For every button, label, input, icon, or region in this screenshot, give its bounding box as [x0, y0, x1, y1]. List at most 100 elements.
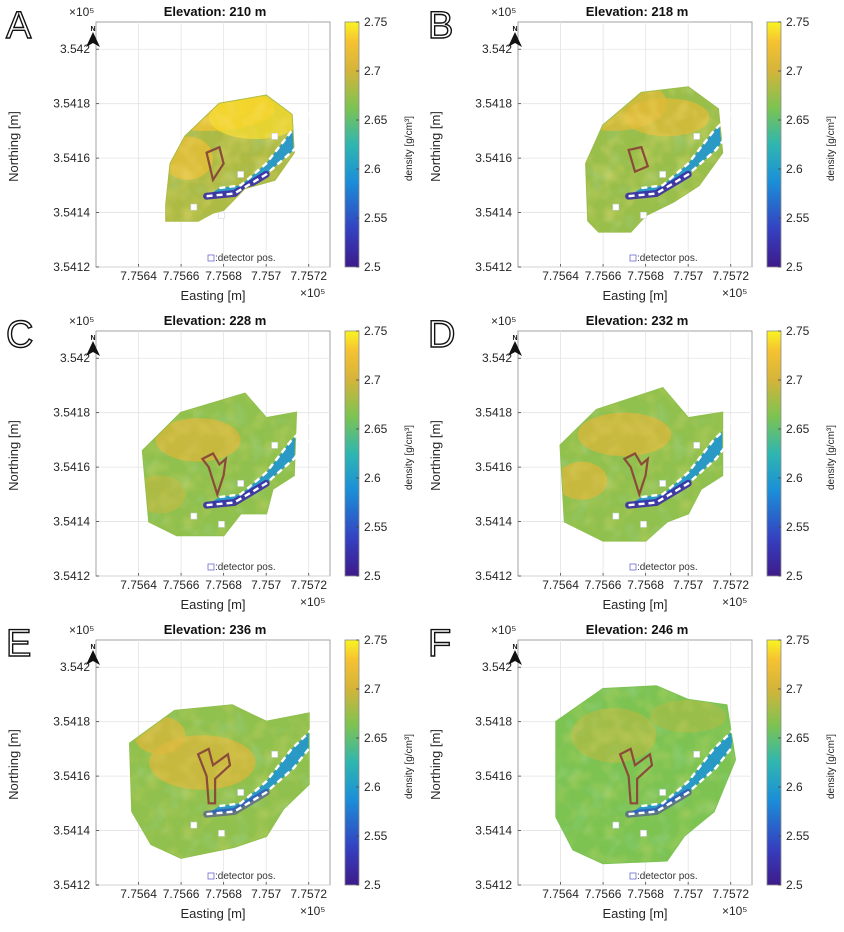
x-tick-label: 7.757 — [673, 269, 703, 283]
channel-boundary-lower — [628, 748, 732, 816]
detector-marker — [271, 442, 278, 449]
north-arrow-icon — [86, 32, 100, 47]
detector-marker — [693, 751, 700, 758]
x-exponent: ×10⁵ — [300, 286, 325, 300]
colorbar-tick-label: 2.5 — [364, 260, 381, 274]
x-axis-label: Easting [m] — [180, 906, 245, 921]
channel-boundary-lower — [206, 439, 310, 507]
y-tick-label: 3.5416 — [53, 769, 90, 783]
chart-title: Elevation: 228 m — [164, 313, 267, 328]
x-tick-label: 7.757 — [251, 887, 281, 901]
y-exponent: ×10⁵ — [69, 5, 94, 19]
x-tick-label: 7.7564 — [542, 578, 579, 592]
x-tick-label: 7.7568 — [205, 578, 242, 592]
colorbar-tick-label: 2.65 — [364, 422, 388, 436]
x-exponent: ×10⁵ — [722, 904, 747, 918]
detector-marker — [659, 480, 666, 487]
y-exponent: ×10⁵ — [69, 623, 94, 637]
panel-letter: B — [428, 5, 453, 47]
x-tick-label: 7.7566 — [163, 887, 200, 901]
colorbar-tick-label: 2.55 — [786, 829, 810, 843]
x-tick-label: 7.7564 — [120, 578, 157, 592]
colorbar-tick-label: 2.75 — [364, 324, 388, 338]
y-tick-label: 3.5414 — [53, 824, 90, 838]
chart-title: Elevation: 218 m — [586, 4, 689, 19]
y-tick-label: 3.5418 — [475, 406, 512, 420]
y-tick-label: 3.5412 — [53, 569, 90, 583]
y-exponent: ×10⁵ — [491, 623, 516, 637]
detector-marker — [612, 203, 620, 211]
panel-d: 7.7564 7.7566 7.7568 7.757 7.7572 3.5412 3.541… — [427, 313, 837, 612]
north-arrow-icon — [508, 32, 522, 47]
north-label: N — [90, 644, 95, 651]
panel-letter: D — [428, 314, 455, 356]
north-arrow-icon — [508, 341, 522, 356]
chart-title: Elevation: 232 m — [586, 313, 689, 328]
north-label: N — [90, 26, 95, 33]
y-tick-label: 3.5418 — [53, 715, 90, 729]
y-axis-label: Northing [m] — [428, 420, 443, 491]
panel-letter: F — [428, 623, 451, 665]
x-tick-label: 7.7566 — [163, 578, 200, 592]
detector-marker — [612, 512, 620, 520]
x-tick-label: 7.7568 — [205, 887, 242, 901]
x-tick-label: 7.7572 — [290, 269, 327, 283]
y-tick-label: 3.542 — [482, 42, 512, 56]
colorbar-tick-label: 2.6 — [786, 471, 803, 485]
x-tick-label: 7.7566 — [585, 578, 622, 592]
y-tick-label: 3.5414 — [53, 206, 90, 220]
y-tick-label: 3.542 — [482, 351, 512, 365]
x-tick-label: 7.7568 — [627, 578, 664, 592]
colorbar-tick-label: 2.6 — [786, 780, 803, 794]
colorbar-label: density [g/cm³] — [826, 734, 837, 799]
y-tick-label: 3.5416 — [53, 460, 90, 474]
detector-legend-icon — [207, 872, 215, 880]
channel-boundary-upper — [219, 726, 314, 808]
channel-boundary-lower — [206, 748, 310, 816]
panel-b: 7.7564 7.7566 7.7568 7.757 7.7572 3.5412 3.541… — [427, 4, 837, 303]
colorbar-tick-label: 2.6 — [786, 162, 803, 176]
y-tick-label: 3.5416 — [475, 460, 512, 474]
colorbar-tick-label: 2.7 — [786, 373, 803, 387]
colorbar-tick-label: 2.5 — [786, 260, 803, 274]
x-tick-label: 7.7566 — [163, 269, 200, 283]
density-field — [555, 685, 737, 865]
y-tick-label: 3.5418 — [475, 97, 512, 111]
channel-boundary-upper — [219, 108, 314, 190]
colorbar-label: density [g/cm³] — [404, 734, 415, 799]
detector-marker — [271, 751, 278, 758]
panel-letter: A — [6, 5, 32, 47]
y-axis-label: Northing [m] — [428, 111, 443, 182]
colorbar-tick-label: 2.5 — [364, 878, 381, 892]
y-tick-label: 3.5414 — [53, 515, 90, 529]
detector-marker — [640, 211, 647, 219]
colorbar — [766, 639, 782, 886]
x-axis-label: Easting [m] — [602, 906, 667, 921]
x-axis-label: Easting [m] — [602, 288, 667, 303]
colorbar-tick-label: 2.65 — [786, 422, 810, 436]
target-zone-outline — [196, 747, 232, 805]
colorbar-label: density [g/cm³] — [826, 425, 837, 490]
x-tick-label: 7.757 — [251, 269, 281, 283]
y-tick-label: 3.5412 — [475, 260, 512, 274]
channel-boundary-upper — [641, 726, 736, 808]
colorbar-tick-label: 2.75 — [364, 15, 388, 29]
channel-boundary-lower — [628, 439, 732, 507]
detector-legend-icon — [207, 254, 215, 262]
y-tick-label: 3.5412 — [475, 569, 512, 583]
colorbar-tick-label: 2.55 — [364, 211, 388, 225]
detector-legend-icon — [629, 872, 637, 880]
colorbar — [344, 21, 360, 268]
north-label: N — [512, 26, 517, 33]
colorbar-label: density [g/cm³] — [404, 425, 415, 490]
colorbar-tick-label: 2.75 — [786, 15, 810, 29]
colorbar-tick-label: 2.6 — [364, 162, 381, 176]
detector-legend-label: :detector pos. — [637, 562, 698, 573]
detector-marker — [640, 520, 647, 528]
colorbar-tick-label: 2.5 — [786, 569, 803, 583]
y-tick-label: 3.542 — [482, 660, 512, 674]
detector-marker — [218, 211, 225, 219]
colorbar-tick-label: 2.5 — [786, 878, 803, 892]
colorbar — [344, 639, 360, 886]
